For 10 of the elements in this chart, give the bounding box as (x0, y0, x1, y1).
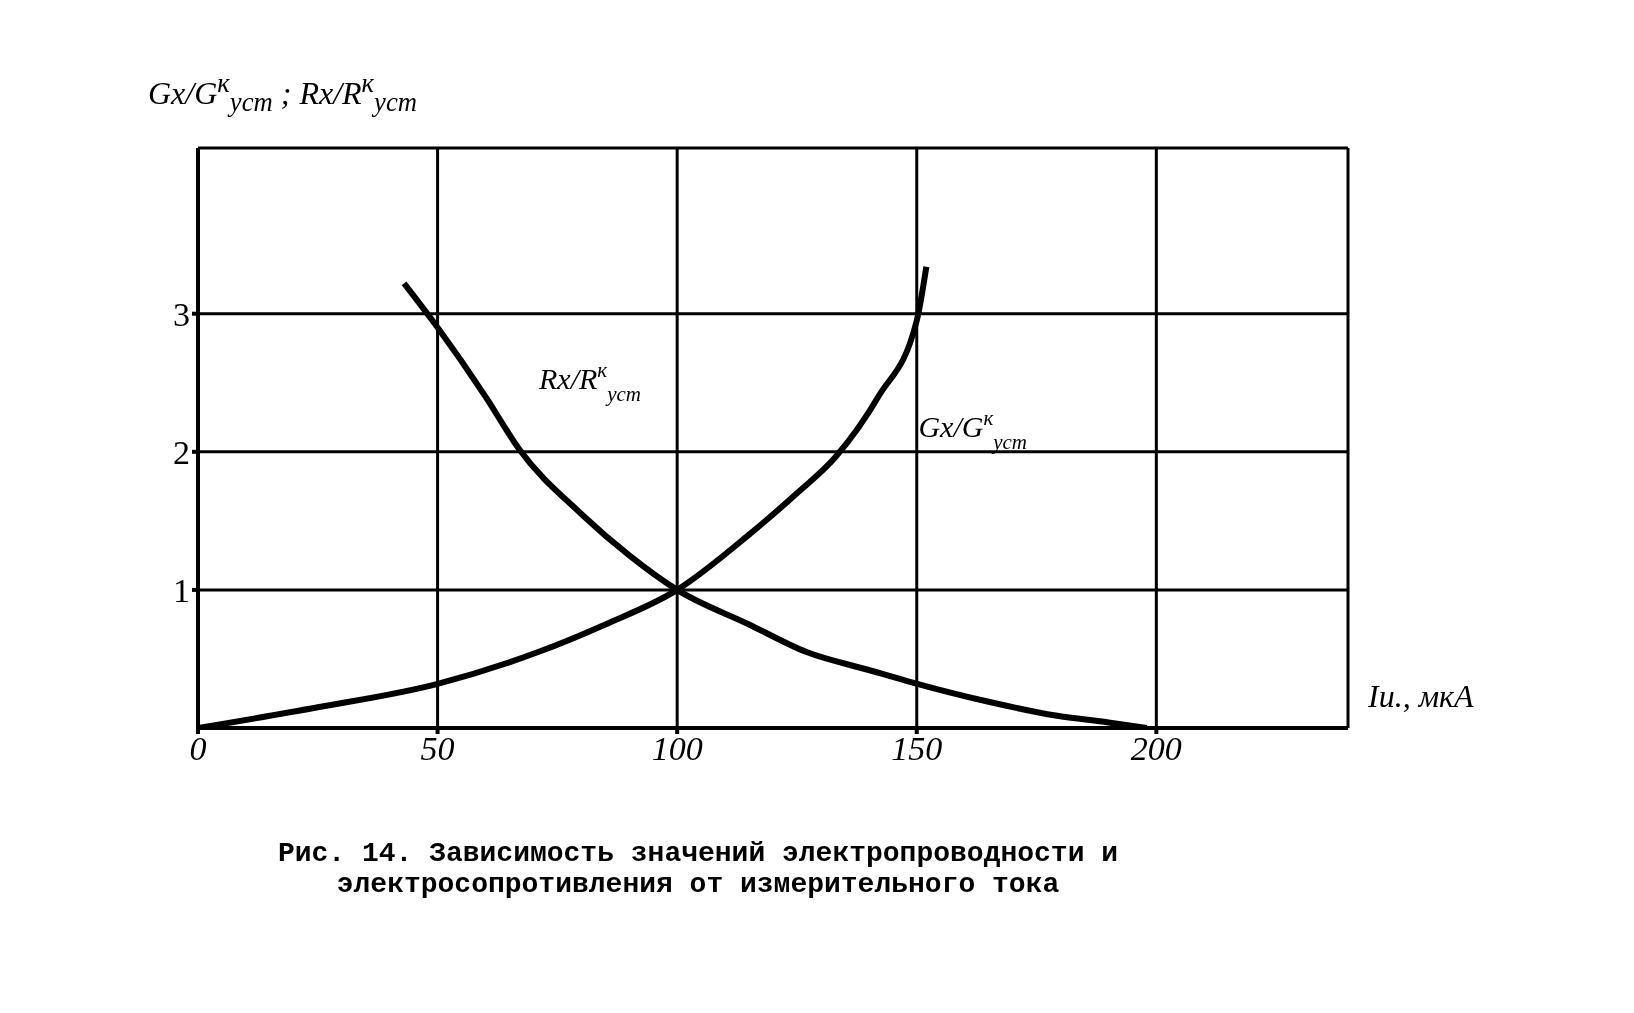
x-tick-label: 150 (891, 730, 943, 768)
x-tick-label: 50 (420, 730, 455, 768)
y-tick-label: 1 (173, 571, 190, 609)
x-axis-title: Iи., мкА (1368, 678, 1474, 715)
y-tick-label: 2 (173, 433, 190, 471)
y-tick-label: 3 (173, 295, 190, 333)
x-tick-label: 200 (1130, 730, 1182, 768)
text: Рис. 14. Зависимость значений электропроводности и электросопротивления от измерительного тока (276, 838, 1120, 900)
x-tick-label: 0 (189, 730, 207, 768)
x-tick-label: 100 (651, 730, 703, 768)
